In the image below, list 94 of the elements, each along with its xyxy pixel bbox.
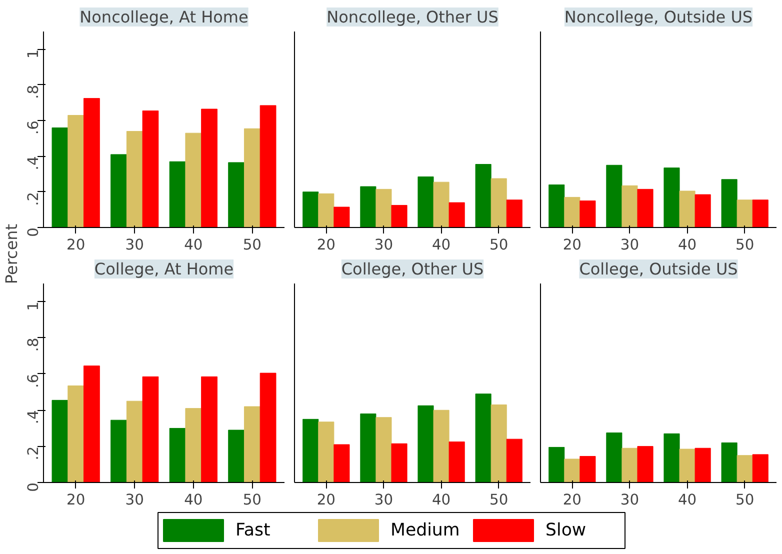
x-tick-label: 50 [242, 236, 262, 254]
bar [637, 188, 654, 228]
x-tick-label: 50 [242, 492, 262, 508]
x-tick-label: 40 [678, 492, 697, 508]
y-tick-label: .6 [25, 120, 42, 135]
bar [580, 200, 596, 228]
chart-title: Noncollege, At Home [80, 8, 248, 26]
chart-title: College, At Home [94, 260, 234, 278]
y-tick-label: .4 [25, 156, 42, 170]
bar [736, 455, 753, 482]
x-tick-label: 40 [432, 492, 451, 508]
bar [721, 442, 738, 482]
bar [752, 454, 768, 482]
legend-label: Medium [390, 520, 460, 540]
y-tick-label: 0 [25, 482, 42, 492]
bar [752, 200, 768, 228]
x-tick-label: 30 [125, 492, 144, 508]
x-tick-label: 40 [184, 236, 203, 254]
y-axis-title: Percent [2, 224, 21, 284]
bar [302, 192, 319, 228]
bar [318, 422, 334, 482]
bar [360, 414, 376, 482]
x-tick-label: 20 [562, 492, 582, 508]
bar [694, 448, 711, 482]
chart-title: College, Outside US [579, 260, 738, 278]
bar [606, 164, 622, 228]
y-tick-label: 1 [25, 302, 42, 311]
chart-title: Noncollege, Outside US [564, 8, 753, 26]
x-tick-label: 20 [316, 492, 336, 508]
x-tick-label: 40 [678, 236, 697, 254]
bar [736, 200, 753, 228]
y-tick-label: .8 [25, 84, 42, 99]
x-tick-label: 30 [620, 492, 640, 508]
bar [334, 206, 350, 228]
bar [433, 410, 450, 482]
bar [694, 194, 711, 228]
y-tick-label: .2 [25, 446, 42, 460]
y-tick-label: .6 [25, 374, 42, 388]
bar [506, 438, 522, 482]
bar [637, 446, 654, 482]
legend-label: Fast [236, 520, 271, 540]
x-tick-label: 40 [432, 236, 451, 254]
bar [564, 196, 580, 228]
bar [418, 176, 434, 228]
bar [622, 448, 638, 482]
bar [606, 432, 622, 482]
bar [506, 200, 522, 228]
x-tick-label: 40 [184, 492, 203, 508]
bar [664, 433, 680, 482]
bar [564, 458, 580, 482]
bar [548, 446, 565, 482]
y-tick-label: .4 [25, 410, 42, 424]
bar [391, 204, 408, 228]
bar [318, 193, 334, 228]
x-tick-label: 30 [620, 236, 640, 254]
x-tick-label: 20 [316, 236, 336, 254]
bar [418, 405, 434, 482]
bar [622, 185, 638, 228]
bar [302, 418, 319, 482]
x-tick-label: 20 [66, 492, 86, 508]
bar [475, 394, 492, 482]
legend-label: Slow [546, 520, 586, 540]
bar [679, 190, 696, 228]
bar [490, 404, 507, 482]
bar [490, 178, 507, 228]
bar [580, 456, 596, 482]
bar [433, 182, 450, 228]
y-tick-label: 0 [25, 227, 42, 237]
x-tick-label: 30 [374, 492, 394, 508]
y-tick-label: 1 [25, 49, 42, 59]
bar [448, 202, 465, 228]
bar [721, 179, 738, 228]
x-tick-label: 20 [66, 236, 86, 254]
chart-title: College, Other US [341, 260, 484, 278]
x-tick-label: 20 [562, 236, 582, 254]
bar [679, 448, 696, 482]
x-tick-label: 50 [490, 236, 508, 254]
bar [334, 444, 350, 482]
bar [548, 184, 565, 228]
x-tick-label: 50 [736, 492, 754, 508]
y-tick-label: .8 [25, 338, 42, 352]
x-tick-label: 50 [736, 236, 754, 254]
x-tick-label: 30 [125, 236, 144, 254]
bar [475, 164, 492, 228]
x-tick-label: 50 [490, 492, 508, 508]
x-tick-label: 30 [374, 236, 394, 254]
bar [664, 168, 680, 228]
bar [448, 442, 465, 482]
chart-title: Noncollege, Other US [326, 8, 498, 26]
bar [376, 188, 392, 228]
y-tick-label: .2 [25, 192, 42, 206]
bar [376, 417, 392, 482]
bar [360, 186, 376, 228]
bar [391, 443, 408, 482]
